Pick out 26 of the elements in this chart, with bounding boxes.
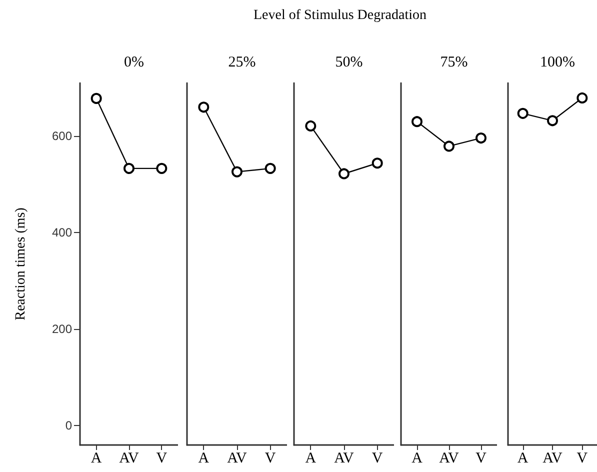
x-tick-label: V bbox=[576, 450, 588, 466]
chart-title: 0% bbox=[124, 54, 144, 70]
x-tick-label: A bbox=[90, 450, 102, 466]
x-tick-label: V bbox=[476, 450, 487, 466]
x-tick-label: A bbox=[517, 450, 528, 466]
y-axis-title: Reaction times (ms) bbox=[14, 207, 28, 320]
y-tick-label: 400 bbox=[52, 226, 72, 240]
chart-title: 75% bbox=[440, 54, 468, 70]
x-tick-label: AV bbox=[542, 450, 563, 466]
y-tick-label: 600 bbox=[52, 129, 72, 144]
y-tick-label: 0 bbox=[65, 418, 72, 433]
x-tick-label: AV bbox=[119, 450, 140, 466]
x-tick-label: V bbox=[372, 450, 383, 466]
text: Level of Stimulus Degradation bbox=[252, 8, 428, 24]
x-tick-label: AV bbox=[334, 450, 354, 466]
chart-title: 50% bbox=[335, 54, 363, 70]
x-tick-label: V bbox=[264, 450, 276, 466]
y-tick-label: 200 bbox=[52, 322, 72, 336]
x-tick-label: AV bbox=[439, 450, 460, 466]
chart-title: 100% bbox=[540, 54, 575, 70]
chart-title: 25% bbox=[228, 54, 256, 70]
x-tick-label: V bbox=[156, 450, 168, 466]
x-tick-label: A bbox=[305, 450, 316, 466]
x-tick-label: AV bbox=[227, 450, 248, 466]
x-tick-label: A bbox=[198, 450, 210, 466]
x-tick-label: A bbox=[412, 450, 423, 466]
